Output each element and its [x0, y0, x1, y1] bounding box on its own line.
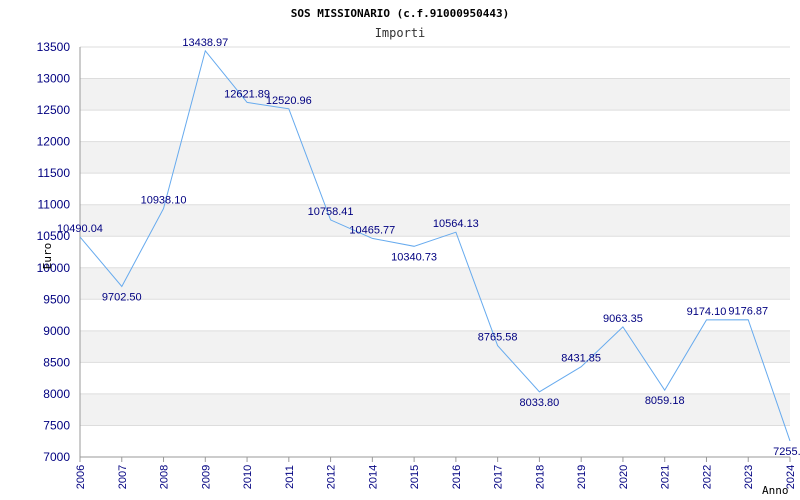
y-tick-label: 7500	[43, 418, 70, 432]
y-tick-label: 12000	[37, 135, 71, 149]
data-labels: 10490.049702.5010938.1013438.9712621.891…	[57, 37, 800, 458]
x-axis-title: Anno	[762, 484, 789, 497]
y-tick-label: 13000	[37, 72, 71, 86]
x-tick-label: 2016	[451, 465, 463, 489]
data-label: 8059.18	[645, 395, 685, 407]
grid-bands	[80, 78, 790, 426]
x-tick-label: 2018	[534, 465, 546, 489]
data-label: 9174.10	[687, 306, 727, 318]
x-tick-label: 2012	[326, 465, 338, 489]
data-label: 7255.9	[773, 446, 800, 458]
x-tick-labels: 2006 2007 2008 2009 2010 2011 2012 2014 2015 2016…	[75, 465, 797, 489]
x-tick-label: 2021	[660, 465, 672, 489]
x-tick-label: 2014	[367, 465, 379, 489]
data-label: 12621.89	[224, 88, 270, 100]
x-tick-label: 2010	[242, 465, 254, 489]
series-line	[79, 49, 791, 442]
data-label: 10938.10	[141, 195, 187, 207]
data-label: 10490.04	[57, 223, 103, 235]
y-tick-label: 8500	[43, 355, 70, 369]
y-tick-label: 9000	[43, 324, 70, 338]
data-label: 8765.58	[478, 332, 518, 344]
x-tick-label: 2011	[284, 465, 296, 489]
x-tick-label: 2007	[117, 465, 129, 489]
data-label: 8033.80	[520, 397, 560, 409]
y-tick-label: 11500	[38, 166, 71, 180]
grid-band	[80, 330, 790, 363]
data-label: 12520.96	[266, 95, 312, 107]
y-tick-label: 9500	[43, 292, 70, 306]
data-label: 13438.97	[182, 37, 228, 49]
y-tick-labels: 7000 7500 8000 8500 9000 9500 10000 10500 11000 1…	[37, 40, 71, 464]
x-tick-label: 2023	[743, 465, 755, 489]
data-label: 8431.85	[561, 353, 601, 365]
x-tick-marks	[79, 457, 791, 462]
y-tick-label: 8000	[43, 387, 70, 401]
data-label: 10465.77	[349, 224, 395, 236]
grid-band	[80, 78, 790, 111]
chart-subtitle: Importi	[375, 26, 426, 40]
x-tick-label: 2015	[409, 465, 421, 489]
y-tick-label: 7000	[43, 450, 70, 464]
y-axis-title: Euro	[41, 243, 54, 270]
data-label: 10564.13	[433, 218, 479, 230]
y-tick-label: 10000	[37, 261, 71, 275]
grid-band	[80, 141, 790, 174]
y-tick-label: 11000	[38, 198, 71, 212]
x-tick-label: 2009	[200, 465, 212, 489]
x-tick-label: 2020	[618, 465, 630, 489]
data-label: 10758.41	[308, 206, 354, 218]
data-label: 9063.35	[603, 313, 643, 325]
x-tick-label: 2017	[493, 465, 505, 489]
grid-band	[80, 267, 790, 300]
x-tick-label: 2006	[75, 465, 87, 489]
data-label: 10340.73	[391, 251, 437, 263]
chart-title: SOS MISSIONARIO (c.f.91000950443)	[291, 7, 510, 20]
x-tick-label: 2024	[785, 465, 797, 489]
y-tick-label: 10500	[37, 229, 71, 243]
x-tick-label: 2022	[701, 465, 713, 489]
grid-band	[80, 204, 790, 237]
x-tick-label: 2008	[159, 465, 171, 489]
x-tick-label: 2019	[576, 465, 588, 489]
data-label: 9176.87	[728, 306, 768, 318]
grid-band	[80, 393, 790, 426]
y-tick-label: 13500	[37, 40, 71, 54]
y-tick-label: 12500	[37, 103, 71, 117]
data-label: 9702.50	[102, 292, 142, 304]
